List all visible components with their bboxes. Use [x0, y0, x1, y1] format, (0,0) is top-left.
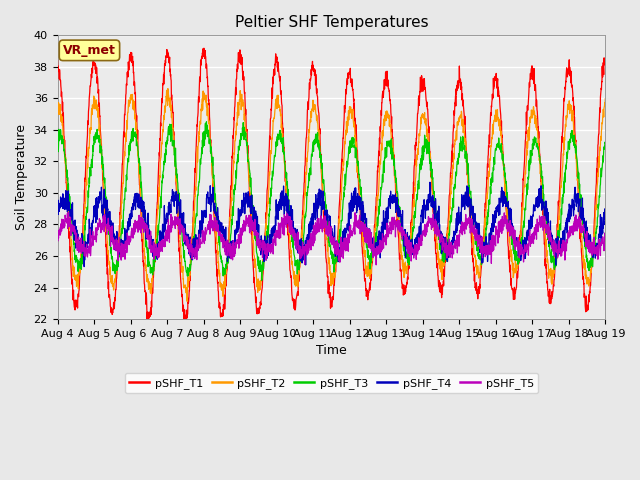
- X-axis label: Time: Time: [316, 344, 347, 357]
- Text: VR_met: VR_met: [63, 44, 116, 57]
- Y-axis label: Soil Temperature: Soil Temperature: [15, 124, 28, 230]
- Title: Peltier SHF Temperatures: Peltier SHF Temperatures: [235, 15, 428, 30]
- Legend: pSHF_T1, pSHF_T2, pSHF_T3, pSHF_T4, pSHF_T5: pSHF_T1, pSHF_T2, pSHF_T3, pSHF_T4, pSHF…: [125, 373, 538, 393]
